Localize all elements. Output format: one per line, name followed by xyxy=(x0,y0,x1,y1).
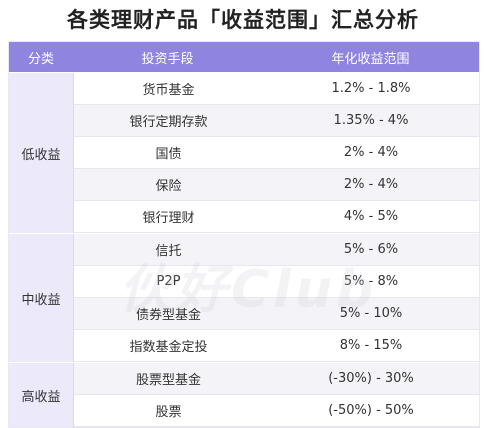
yield-cell: 2% - 4% xyxy=(343,145,399,160)
table-row: 保险 2% - 4% xyxy=(74,169,479,201)
table-row: P2P 5% - 8% xyxy=(74,266,479,298)
group-low: 低收益 货币基金 1.2% - 1.8% 银行定期存款 1.35% - 4% 国… xyxy=(9,72,479,233)
method-cell: 债券型基金 xyxy=(135,308,201,323)
category-cell: 中收益 xyxy=(9,234,74,362)
table-row: 货币基金 1.2% - 1.8% xyxy=(74,73,479,105)
header-yield: 年化收益范围 xyxy=(331,51,410,67)
header-category: 分类 xyxy=(27,51,54,67)
method-cell: 股票 xyxy=(155,405,182,420)
method-cell: 指数基金定投 xyxy=(129,340,208,355)
table-row: 股票型基金 (-30%) - 30% xyxy=(74,363,479,395)
yield-table: 分类 投资手段 年化收益范围 低收益 货币基金 1.2% - 1.8% 银行定期… xyxy=(8,41,480,428)
header-method: 投资手段 xyxy=(141,51,194,67)
table-row: 信托 5% - 6% xyxy=(74,234,479,266)
method-cell: 货币基金 xyxy=(142,83,195,98)
yield-cell: (-50%) - 50% xyxy=(328,403,414,418)
yield-cell: 2% - 4% xyxy=(343,177,399,192)
table-row: 指数基金定投 8% - 15% xyxy=(74,330,479,362)
yield-cell: 1.35% - 4% xyxy=(333,113,409,128)
table-row: 国债 2% - 4% xyxy=(74,137,479,169)
yield-cell: 5% - 6% xyxy=(343,242,399,257)
group-medium: 中收益 信托 5% - 6% P2P 5% - 8% 债券型基金 5% - 10… xyxy=(9,233,479,362)
method-cell: 银行定期存款 xyxy=(129,115,208,130)
yield-cell: 8% - 15% xyxy=(339,338,403,353)
method-cell: P2P xyxy=(156,274,181,289)
method-cell: 股票型基金 xyxy=(135,373,201,388)
yield-cell: 5% - 8% xyxy=(343,274,399,289)
table-row: 债券型基金 5% - 10% xyxy=(74,298,479,330)
table-body: 低收益 货币基金 1.2% - 1.8% 银行定期存款 1.35% - 4% 国… xyxy=(9,72,479,427)
method-cell: 保险 xyxy=(155,179,182,194)
method-cell: 国债 xyxy=(155,147,182,162)
table-row: 银行理财 4% - 5% xyxy=(74,201,479,233)
table-header: 分类 投资手段 年化收益范围 xyxy=(9,42,479,72)
page-title: 各类理财产品「收益范围」汇总分析 xyxy=(67,8,419,32)
yield-cell: (-30%) - 30% xyxy=(328,371,414,386)
yield-cell: 5% - 10% xyxy=(339,306,403,321)
category-cell: 高收益 xyxy=(9,363,74,427)
method-cell: 银行理财 xyxy=(142,211,195,226)
method-cell: 信托 xyxy=(155,244,182,259)
yield-cell: 1.2% - 1.8% xyxy=(331,81,411,96)
table-row: 银行定期存款 1.35% - 4% xyxy=(74,105,479,137)
category-cell: 低收益 xyxy=(9,73,74,233)
table-row: 股票 (-50%) - 50% xyxy=(74,395,479,427)
group-high: 高收益 股票型基金 (-30%) - 30% 股票 (-50%) - 50% xyxy=(9,362,479,427)
yield-cell: 4% - 5% xyxy=(343,209,399,224)
